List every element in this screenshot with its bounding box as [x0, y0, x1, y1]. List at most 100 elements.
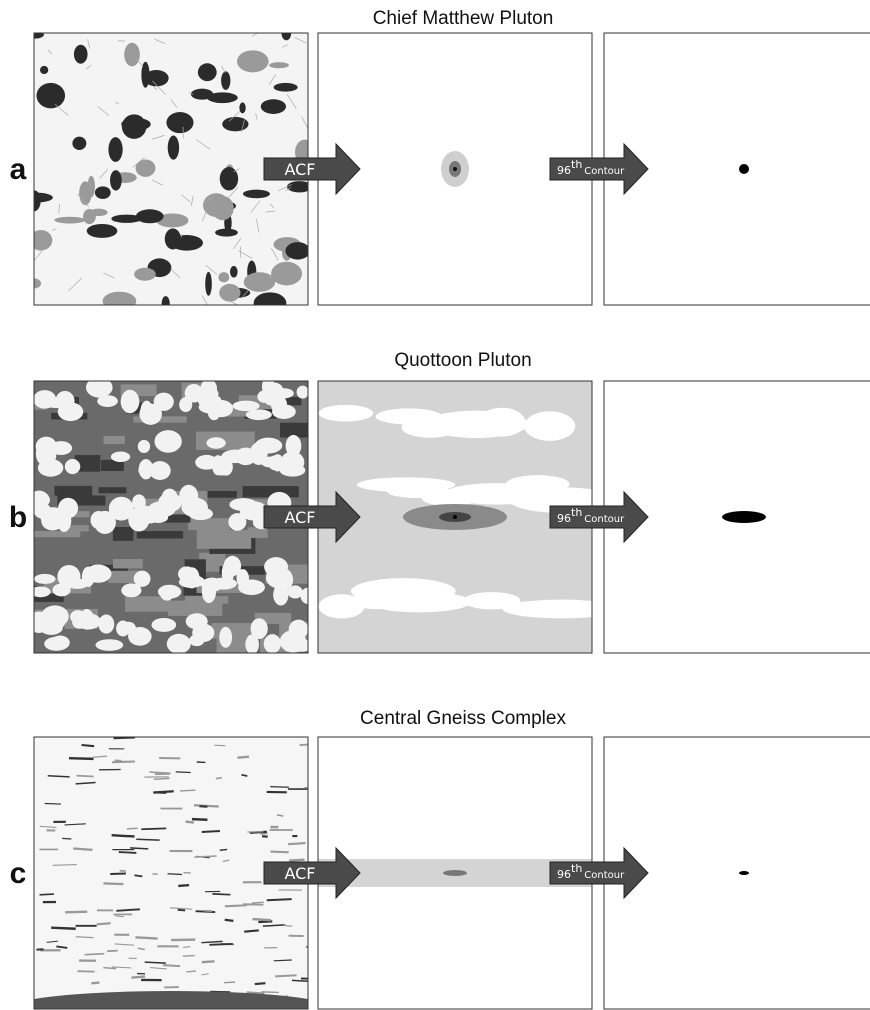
grain [264, 557, 288, 576]
streak [135, 937, 157, 938]
grain [254, 292, 287, 313]
grain [297, 386, 309, 399]
grain [221, 71, 230, 90]
grain [243, 190, 270, 199]
arrow-label: ACF [284, 508, 315, 527]
streak [202, 831, 220, 832]
grain [20, 193, 52, 203]
grain [199, 401, 220, 413]
acf-gap [424, 411, 528, 438]
streak [252, 919, 270, 920]
grain [87, 224, 118, 238]
streak [168, 874, 182, 875]
grain [151, 618, 176, 632]
streak [292, 980, 312, 981]
grain [29, 230, 52, 250]
acf-gap [319, 594, 365, 618]
grain [160, 586, 174, 601]
streak [212, 894, 230, 895]
grain [221, 450, 249, 464]
band [99, 487, 127, 493]
grain [167, 634, 191, 654]
grain [128, 627, 152, 646]
grain [264, 382, 283, 397]
grain [44, 637, 68, 651]
grain [122, 114, 147, 138]
row-title: Quottoon Pluton [394, 350, 531, 371]
grain [288, 639, 313, 652]
grain [273, 584, 288, 606]
grain [237, 50, 269, 72]
streak [237, 757, 249, 758]
grain [246, 409, 272, 420]
streak [103, 968, 116, 969]
grain [222, 117, 248, 131]
contour-word: Contour [584, 870, 625, 881]
contour-shape [739, 164, 749, 174]
grain [36, 83, 65, 108]
row-title: Chief Matthew Pluton [373, 8, 554, 29]
band [113, 559, 143, 568]
grain [271, 262, 302, 286]
streak [225, 905, 247, 906]
streak [132, 976, 146, 977]
contour-sup: th [571, 506, 582, 519]
grain [57, 565, 80, 588]
streak [216, 778, 222, 779]
grain [215, 229, 238, 237]
grain [251, 618, 268, 639]
grain [280, 464, 306, 477]
grain [65, 459, 80, 474]
grain [185, 384, 203, 403]
grain [85, 565, 112, 583]
streak [134, 875, 142, 876]
streak [255, 983, 266, 984]
grain [181, 497, 207, 517]
streak [178, 885, 189, 886]
streak [40, 894, 54, 895]
grain [261, 99, 286, 114]
streak [277, 815, 283, 816]
grain [26, 31, 44, 39]
grain [74, 45, 88, 64]
grain [124, 43, 140, 67]
arrow-label: ACF [284, 864, 315, 883]
streak [261, 992, 279, 993]
grain [55, 391, 74, 411]
grain [203, 193, 229, 217]
streak [69, 758, 94, 759]
grain [244, 272, 275, 292]
streak [65, 912, 87, 913]
grain [285, 242, 310, 259]
grain [154, 430, 181, 453]
grain [230, 266, 238, 277]
grain [139, 459, 154, 479]
acf-gap [357, 477, 456, 492]
grain [116, 620, 130, 636]
grain [166, 112, 193, 133]
grain [40, 66, 48, 74]
streak [62, 838, 71, 839]
streak [103, 883, 123, 884]
grain [72, 137, 86, 150]
grain [206, 437, 225, 448]
streak [270, 787, 289, 788]
grain [269, 62, 289, 68]
streak [127, 828, 138, 829]
streak [141, 828, 166, 829]
grain [54, 217, 85, 224]
band [54, 486, 92, 496]
grain [198, 63, 217, 81]
grain [162, 296, 170, 310]
band [197, 530, 251, 549]
grain [95, 186, 111, 199]
streak [91, 983, 99, 984]
acf-gap [319, 405, 374, 422]
contour-number: 96 [557, 164, 571, 177]
streak [110, 873, 126, 874]
grain [224, 556, 241, 577]
grain [189, 635, 204, 647]
acf-gap [502, 600, 621, 619]
grain [98, 614, 114, 633]
streak [304, 787, 319, 788]
